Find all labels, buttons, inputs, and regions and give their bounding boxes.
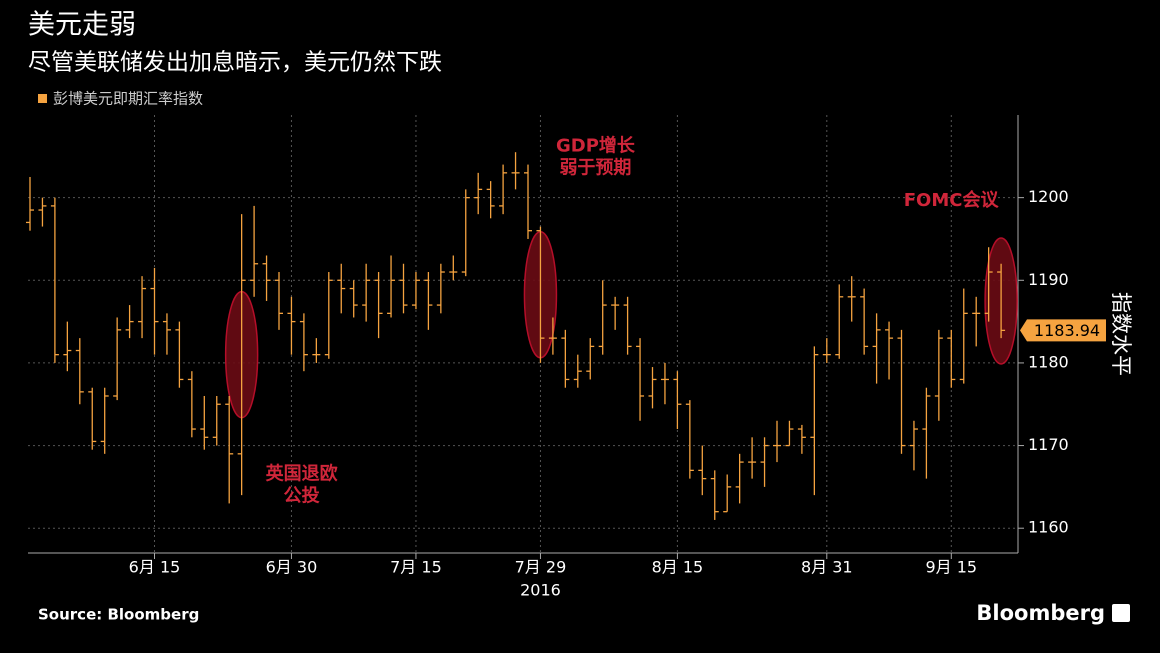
x-tick-label: 7月 29 — [515, 558, 567, 577]
chart-subtitle: 尽管美联储发出加息暗示，美元仍然下跌 — [28, 50, 442, 76]
x-tick-label: 8月 31 — [801, 558, 853, 577]
annotation-text: GDP增长 — [556, 135, 636, 157]
x-tick-label: 8月 15 — [652, 558, 704, 577]
x-year-label: 2016 — [520, 581, 561, 600]
x-tick-label: 9月 15 — [925, 558, 977, 577]
x-tick-label: 6月 15 — [129, 558, 181, 577]
y-tick-label: 1190 — [1028, 270, 1069, 289]
x-tick-label: 6月 30 — [266, 558, 318, 577]
y-tick-label: 1170 — [1028, 435, 1069, 454]
legend-swatch — [38, 94, 47, 103]
last-value-label: 1183.94 — [1034, 321, 1100, 340]
y-tick-label: 1200 — [1028, 187, 1069, 206]
annotation-text: 弱于预期 — [559, 158, 631, 179]
last-value-box — [1020, 319, 1106, 342]
chart-title: 美元走弱 — [28, 10, 136, 41]
y-tick-label: 1180 — [1028, 352, 1069, 371]
x-tick-label: 7月 15 — [390, 558, 442, 577]
legend-label: 彭博美元即期汇率指数 — [53, 90, 203, 108]
brand-icon — [1112, 604, 1130, 622]
annotation-text: 公投 — [284, 485, 320, 507]
annotation-text: FOMC会议 — [904, 189, 1000, 211]
brand-logo: Bloomberg — [976, 601, 1105, 625]
annotation-text: 英国退欧 — [265, 463, 338, 485]
source: Source: Bloomberg — [38, 606, 199, 624]
y-tick-label: 1160 — [1028, 518, 1069, 537]
y-axis-label: 指数水平 — [1109, 292, 1133, 376]
